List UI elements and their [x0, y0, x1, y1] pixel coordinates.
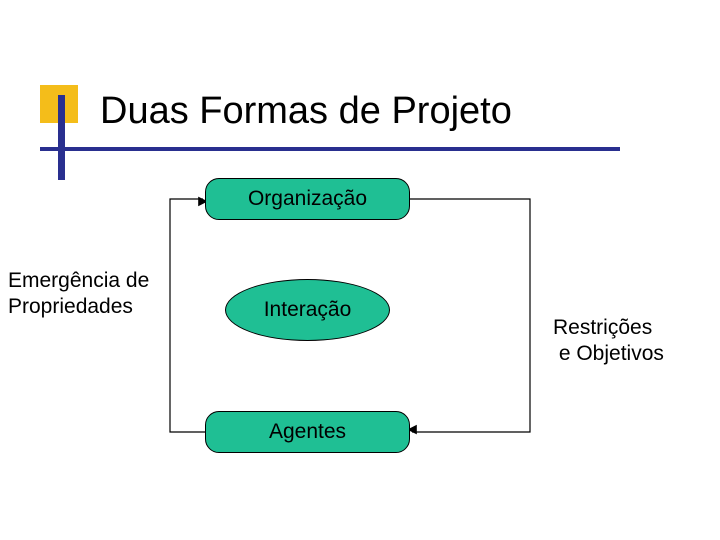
label-restricoes: Restrições e Objetivos — [553, 315, 664, 368]
node-organizacao: Organização — [205, 178, 410, 220]
node-agentes: Agentes — [205, 411, 410, 453]
node-interacao-label: Interação — [264, 298, 352, 322]
node-interacao: Interação — [225, 279, 390, 341]
node-organizacao-label: Organização — [248, 187, 367, 211]
label-emergencia: Emergência dePropriedades — [8, 268, 149, 321]
node-agentes-label: Agentes — [269, 420, 346, 444]
